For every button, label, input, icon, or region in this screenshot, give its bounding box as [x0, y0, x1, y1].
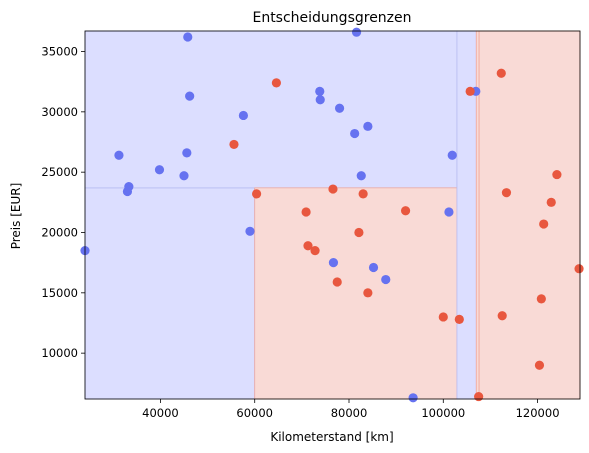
decision-region-blue	[84, 30, 458, 189]
data-point-blue	[238, 110, 248, 121]
data-point-blue	[245, 226, 255, 236]
data-point-blue	[154, 165, 165, 175]
data-point-red	[454, 314, 464, 324]
data-points	[80, 27, 584, 403]
decision-region-red	[475, 30, 480, 400]
data-point-red	[474, 391, 484, 402]
data-point-red	[332, 277, 342, 287]
data-point-blue	[183, 32, 193, 42]
x-tick-label: 100000	[421, 406, 465, 420]
data-point-red	[552, 169, 562, 180]
data-point-blue	[368, 262, 379, 273]
data-point-blue	[315, 95, 325, 105]
data-point-red	[301, 207, 311, 217]
x-axis-ticks: 40000 60000 80000 100000 120000	[142, 399, 560, 420]
data-point-blue	[182, 148, 192, 158]
decision-region-blue	[84, 187, 256, 400]
y-tick-label: 25000	[41, 165, 78, 179]
data-point-red	[539, 219, 549, 229]
data-point-blue	[363, 121, 373, 131]
data-point-blue	[179, 171, 189, 181]
x-tick-label: 120000	[516, 406, 560, 420]
data-point-red	[328, 184, 338, 194]
data-point-blue	[447, 150, 457, 160]
plot-frame	[84, 30, 581, 400]
data-point-red	[546, 197, 556, 207]
data-point-blue	[408, 393, 418, 403]
data-point-blue	[444, 207, 454, 217]
data-point-red	[358, 189, 368, 199]
data-point-red	[574, 264, 584, 274]
data-point-red	[363, 288, 373, 298]
data-point-blue	[381, 274, 391, 285]
data-point-blue	[124, 182, 134, 192]
decision-regions	[84, 30, 581, 400]
data-point-blue	[114, 150, 124, 160]
data-point-red	[303, 241, 313, 251]
data-point-red	[534, 360, 545, 370]
y-axis-ticks: 10000 15000 20000 25000 30000 35000	[41, 45, 85, 360]
decision-region-red	[478, 30, 581, 400]
x-tick-label: 60000	[236, 406, 273, 420]
data-point-blue	[328, 258, 339, 268]
x-tick-label: 40000	[142, 406, 179, 420]
y-tick-label: 15000	[41, 286, 78, 300]
decision-region-red	[254, 187, 458, 400]
decision-region-blue	[456, 30, 477, 400]
data-point-red	[354, 227, 364, 238]
data-point-red	[271, 78, 281, 88]
chart-title: Entscheidungsgrenzen	[252, 10, 411, 26]
data-point-blue	[315, 86, 325, 96]
data-point-red	[496, 68, 506, 78]
x-axis-label: Kilometerstand [km]	[270, 430, 393, 444]
data-point-blue	[185, 91, 195, 101]
y-tick-label: 10000	[41, 346, 78, 360]
y-axis-label: Preis [EUR]	[9, 183, 23, 250]
y-tick-label: 30000	[41, 105, 78, 119]
data-point-red	[229, 139, 239, 150]
data-point-red	[465, 86, 475, 96]
data-point-blue	[350, 128, 360, 139]
data-point-red	[536, 294, 546, 304]
data-point-blue	[351, 27, 362, 37]
y-tick-label: 20000	[41, 225, 78, 239]
data-point-red	[400, 206, 411, 216]
data-point-red	[310, 245, 320, 256]
data-point-red	[497, 311, 507, 321]
data-point-red	[438, 312, 448, 322]
data-point-red	[252, 189, 262, 199]
y-tick-label: 35000	[41, 45, 78, 59]
data-point-red	[501, 188, 512, 198]
data-point-blue	[356, 171, 366, 181]
x-tick-label: 80000	[331, 406, 368, 420]
data-point-blue	[334, 103, 345, 113]
